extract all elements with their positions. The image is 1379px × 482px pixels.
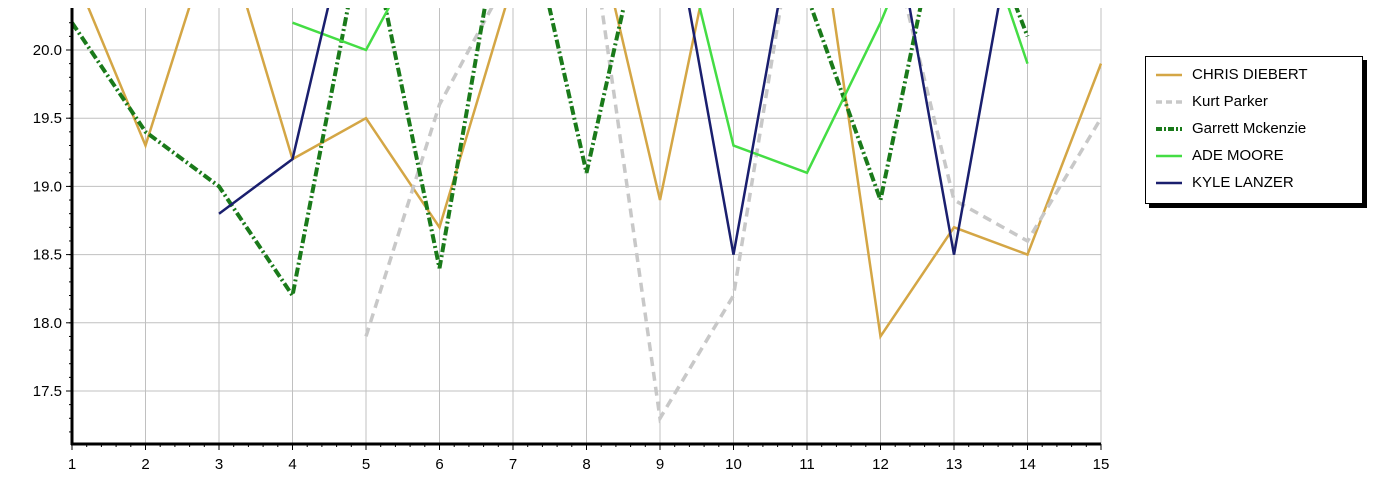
legend-item-kyle-lanzer: KYLE LANZER [1146, 169, 1362, 196]
x-tick-label: 3 [215, 456, 223, 473]
legend-item-ade-moore: ADE MOORE [1146, 142, 1362, 169]
y-tick-label: 18.5 [33, 247, 62, 264]
x-tick-label: 5 [362, 456, 370, 473]
grid-lines [72, 8, 1102, 444]
series-line-kurt-parker [364, 8, 1102, 424]
legend-label: Kurt Parker [1192, 93, 1268, 110]
legend-swatch-chris-diebert [1156, 73, 1182, 76]
series-line-garrett-mckenzie [70, 8, 1030, 301]
legend-swatch-kurt-parker [1156, 99, 1182, 104]
legend-label: Garrett Mckenzie [1192, 120, 1307, 137]
legend-swatch-kyle-lanzer [1156, 181, 1182, 184]
y-tick-label: 17.5 [33, 383, 62, 400]
legend-swatch-garrett-mckenzie [1156, 126, 1182, 131]
series-lines [70, 8, 1102, 424]
x-tick-label: 2 [141, 456, 149, 473]
series-line-kyle-lanzer [218, 8, 330, 215]
legend-swatch-ade-moore [1156, 154, 1182, 157]
legend-label: ADE MOORE [1192, 147, 1284, 164]
legend-item-kurt-parker: Kurt Parker [1146, 88, 1362, 115]
x-tick-label: 7 [509, 456, 517, 473]
y-tick-label: 19.5 [33, 110, 62, 127]
legend-item-garrett-mckenzie: Garrett Mckenzie [1146, 115, 1362, 142]
x-tick-label: 12 [872, 456, 889, 473]
y-tick-label: 19.0 [33, 178, 62, 195]
axes [66, 8, 1102, 450]
x-tick-label: 4 [288, 456, 296, 473]
y-tick-label: 20.0 [33, 42, 62, 59]
series-line-chris-diebert [87, 8, 1102, 340]
series-line-kyle-lanzer [687, 8, 1000, 255]
x-tick-label: 14 [1019, 456, 1036, 473]
tick-labels: 1 2 3 4 5 6 7 8 9 10 11 12 13 14 1517.518.018.519.019.… [33, 42, 1110, 473]
x-tick-label: 8 [582, 456, 590, 473]
legend-label: CHRIS DIEBERT [1192, 66, 1308, 83]
legend-item-chris-diebert: CHRIS DIEBERT [1146, 61, 1362, 88]
x-tick-label: 11 [799, 456, 815, 473]
x-tick-label: 10 [725, 456, 742, 473]
x-tick-label: 13 [946, 456, 963, 473]
x-tick-label: 1 [68, 456, 76, 473]
y-tick-label: 18.0 [33, 315, 62, 332]
x-tick-label: 9 [656, 456, 664, 473]
legend: CHRIS DIEBERT Kurt Parker Garrett Mckenzie… [1145, 56, 1363, 204]
x-tick-label: 15 [1093, 456, 1110, 473]
legend-label: KYLE LANZER [1192, 174, 1294, 191]
x-tick-label: 6 [435, 456, 443, 473]
